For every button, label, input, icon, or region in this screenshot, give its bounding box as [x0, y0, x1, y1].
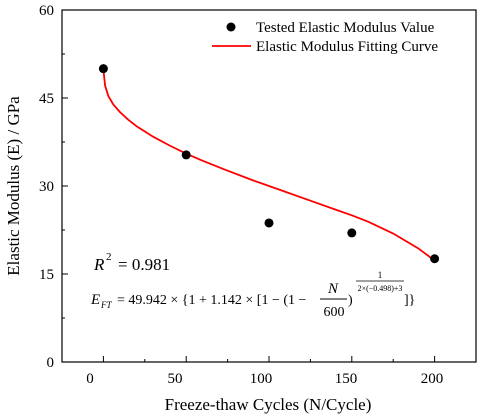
y-axis-title: Elastic Modulus (E) / GPa: [4, 96, 23, 276]
y-tick-label-0: 0: [47, 355, 55, 371]
data-point-4: [430, 254, 440, 264]
legend: Tested Elastic Modulus Value Elastic Mod…: [212, 20, 438, 55]
equation-exponent-denominator: 2×(−0.498)+3: [358, 284, 403, 293]
x-tick-label-2: 100: [250, 371, 273, 387]
equation-body: = 49.942 × {1 + 1.142 × [1 − (1 −: [117, 293, 307, 308]
fitting-curve-line: [102, 69, 436, 262]
legend-label-curve: Elastic Modulus Fitting Curve: [256, 39, 438, 55]
equation-exponent-numerator: 1: [378, 270, 383, 280]
y-tick-label-3: 45: [39, 91, 54, 107]
x-tick-label-4: 200: [421, 371, 444, 387]
r-squared-annotation: R 2 = 0.981: [93, 251, 170, 274]
x-axis-title: Freeze-thaw Cycles (N/Cycle): [165, 395, 372, 414]
y-tick-label-1: 15: [39, 267, 54, 283]
x-tick-label-3: 150: [335, 371, 358, 387]
y-tick-label-2: 30: [39, 179, 54, 195]
equation-close-paren: ): [348, 293, 353, 308]
equation-lhs: E: [90, 292, 100, 308]
x-tick-label-0: 0: [86, 371, 94, 387]
data-point-1: [181, 150, 191, 160]
y-tick-label-4: 60: [39, 3, 54, 19]
fitting-equation: E FT = 49.942 × {1 + 1.142 × [1 − (1 − N…: [90, 270, 415, 320]
data-point-0: [98, 64, 108, 74]
data-point-3: [347, 228, 357, 238]
r2-symbol: R: [93, 255, 105, 274]
equation-end: ]}: [404, 293, 415, 308]
equation-fraction-numerator: N: [327, 281, 339, 297]
equation-lhs-subscript: FT: [100, 300, 112, 310]
x-tick-label-1: 50: [168, 371, 183, 387]
equation-fraction-denominator: 600: [324, 305, 345, 320]
legend-marker-points: [226, 22, 236, 32]
r2-value: = 0.981: [118, 255, 170, 274]
tested-value-points: [98, 64, 440, 264]
axis-ticks: [62, 9, 436, 363]
r2-exponent: 2: [106, 251, 112, 263]
data-point-2: [264, 218, 274, 228]
legend-label-points: Tested Elastic Modulus Value: [256, 20, 435, 36]
